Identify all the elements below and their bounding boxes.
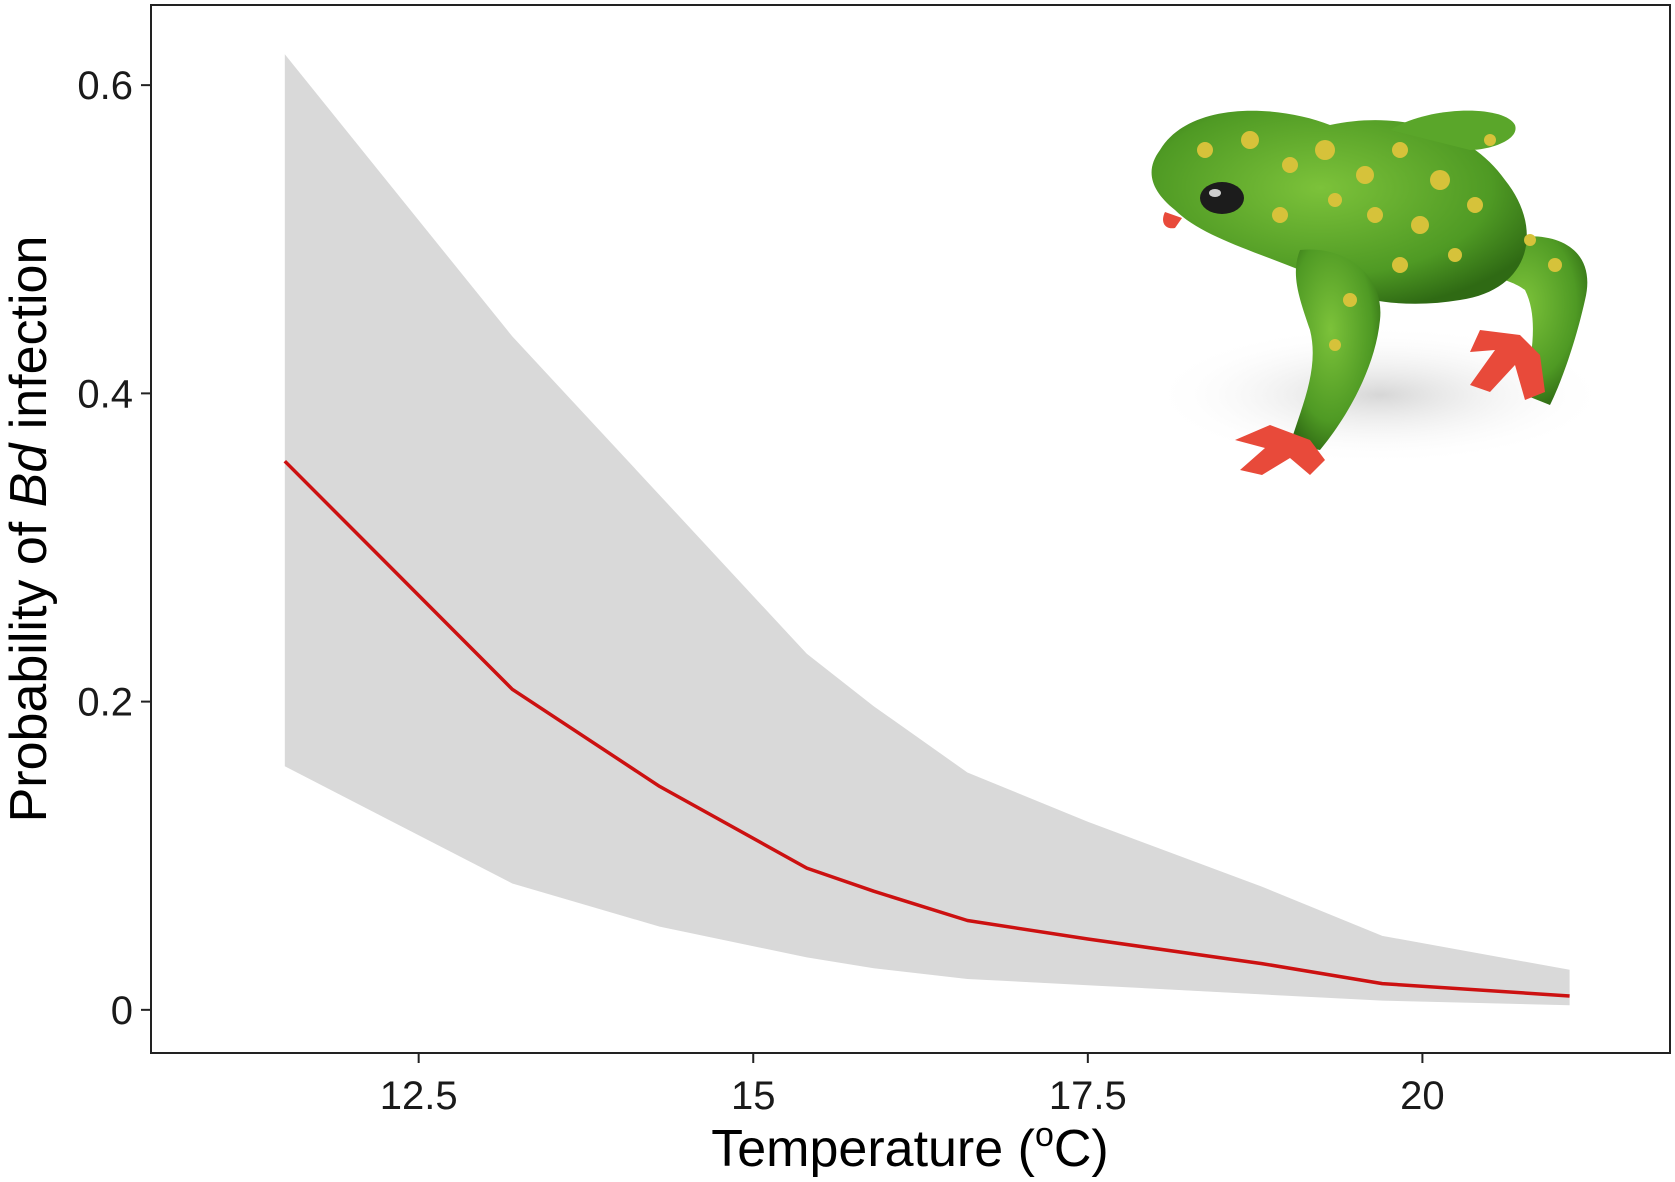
confidence-band [284, 54, 1570, 1006]
x-tick-label: 15 [731, 1074, 776, 1118]
x-axis-title: Temperature (oC) [711, 1116, 1108, 1178]
y-tick-label: 0.6 [77, 64, 133, 108]
line-layer [283, 459, 1570, 998]
y-tick-label: 0.4 [77, 372, 133, 416]
plot-panel-border [150, 4, 1671, 1054]
y-tick-label: 0 [111, 989, 133, 1033]
y-tick-label: 0.2 [77, 681, 133, 725]
x-tick-label: 20 [1400, 1074, 1445, 1118]
prediction-line [283, 459, 1570, 998]
y-axis-title: Probability of Bd infection [0, 236, 58, 823]
y-axis: 0 0.2 0.4 0.6 [77, 64, 151, 1033]
x-axis: 12.5 15 17.5 20 [380, 1053, 1445, 1118]
x-tick-label: 17.5 [1049, 1074, 1127, 1118]
confidence-band-layer [284, 54, 1570, 1006]
frog-illustration [1150, 110, 1610, 475]
x-tick-label: 12.5 [380, 1074, 458, 1118]
